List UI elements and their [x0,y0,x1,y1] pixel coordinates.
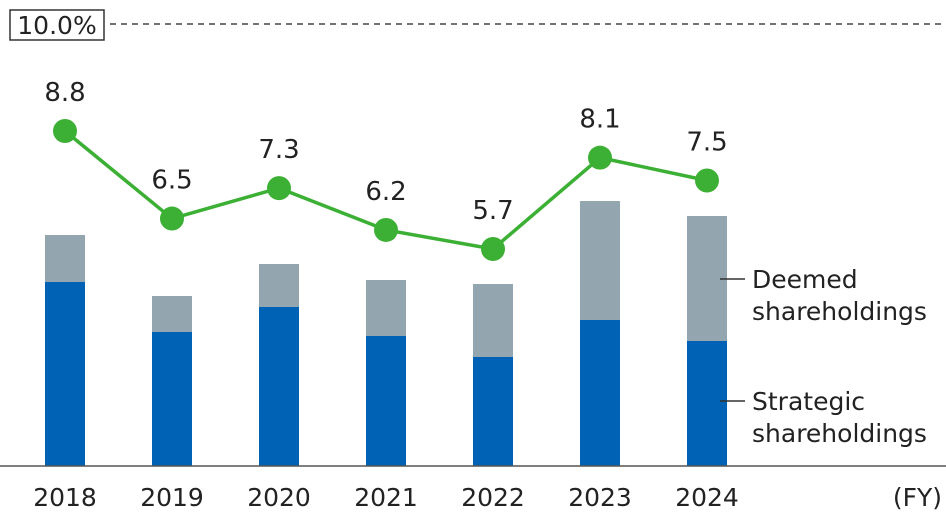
bar-deemed-2018 [45,235,85,282]
ratio-data-label: 7.3 [258,135,299,165]
bar-strategic-2021 [366,336,406,466]
ratio-point-2023 [588,145,612,170]
bar-deemed-2021 [366,280,406,336]
ratio-point-2019 [160,206,184,231]
x-unit-label: (FY) [893,483,942,512]
legend-deemed-line1: Deemed [752,265,858,294]
ratio-point-2018 [53,119,77,144]
ratio-data-label: 6.2 [365,177,406,207]
bar-deemed-2019 [152,296,192,332]
ratio-point-2024 [695,168,719,193]
bar-deemed-2023 [580,201,620,320]
ratio-data-label: 6.5 [151,166,192,196]
x-tick-label: 2019 [140,483,204,512]
legend-strategic-line1: Strategic [752,387,865,416]
ratio-point-2021 [374,217,398,242]
reference-label-box [9,9,105,41]
ratio-data-label: 8.8 [44,78,85,108]
ratio-data-label: 7.5 [686,127,727,157]
legend-strategic-line2: shareholdings [752,419,927,448]
bar-strategic-2018 [45,282,85,466]
bar-deemed-2022 [473,284,513,357]
bar-strategic-2024 [687,341,727,466]
x-tick-label: 2021 [354,483,418,512]
x-tick-label: 2018 [33,483,97,512]
reference-label: 10.0% [17,11,96,40]
x-tick-label: 2020 [247,483,311,512]
x-tick-label: 2024 [675,483,739,512]
legend-deemed-line2: shareholdings [752,297,927,326]
x-tick-label: 2023 [568,483,632,512]
bar-deemed-2020 [259,264,299,307]
bar-strategic-2020 [259,307,299,466]
bar-strategic-2022 [473,357,513,466]
ratio-point-2020 [267,176,291,201]
ratio-data-label: 5.7 [472,196,513,226]
bar-strategic-2023 [580,320,620,466]
bar-strategic-2019 [152,332,192,466]
ratio-data-label: 8.1 [579,105,620,135]
ratio-point-2022 [481,237,505,261]
x-tick-label: 2022 [461,483,525,512]
